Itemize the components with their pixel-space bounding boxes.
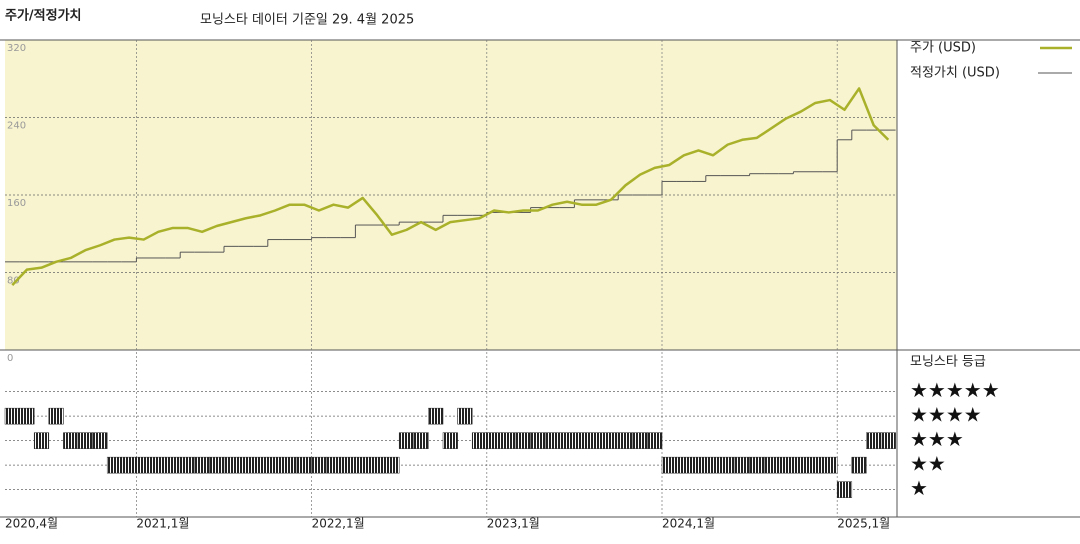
rating-bar <box>369 456 385 474</box>
x-tick-label: 2021,1월 <box>136 517 189 531</box>
rating-bar <box>92 432 108 449</box>
rating-label: ★★★★ <box>910 403 982 427</box>
x-tick-label: 2025,1월 <box>837 517 890 531</box>
rating-bar <box>209 456 225 474</box>
rating-bar <box>252 456 269 474</box>
rating-bar <box>690 456 707 474</box>
rating-bar <box>311 456 327 474</box>
rating-bar <box>720 456 736 474</box>
rating-bar <box>617 432 634 449</box>
rating-bar <box>574 432 590 449</box>
rating-bar <box>325 456 342 474</box>
rating-bar <box>33 432 50 449</box>
rating-bar <box>705 456 721 474</box>
rating-bar <box>136 456 152 474</box>
rating-bar <box>48 407 64 425</box>
rating-bar <box>486 432 502 449</box>
rating-bar <box>793 456 809 474</box>
y-tick-label: 0 <box>7 353 13 364</box>
rating-bar <box>807 456 823 474</box>
rating-bar <box>398 432 415 449</box>
rating-bar <box>413 432 429 449</box>
y-tick-label: 320 <box>7 43 26 54</box>
rating-bar <box>106 456 123 474</box>
rating-bar <box>851 456 867 474</box>
legend-label: 적정가치 (USD) <box>910 66 1000 81</box>
rating-bar <box>19 407 35 425</box>
rating-bar <box>676 456 692 474</box>
rating-bar <box>530 432 546 449</box>
rating-bar <box>515 432 531 449</box>
rating-bar <box>428 407 444 425</box>
rating-bar <box>179 456 196 474</box>
rating-bar <box>588 432 604 449</box>
rating-bar <box>632 432 648 449</box>
rating-bar <box>603 432 619 449</box>
rating-bar <box>296 456 312 474</box>
y-tick-label: 80 <box>7 276 20 287</box>
x-tick-label: 2023,1월 <box>487 517 540 531</box>
rating-label: ★★ <box>910 452 946 476</box>
rating-bar <box>165 456 181 474</box>
rating-label: ★ <box>910 476 928 500</box>
legend-label: 주가 (USD) <box>910 41 976 56</box>
rating-bar <box>559 432 575 449</box>
rating-bar <box>734 456 750 474</box>
price-line <box>11 87 890 286</box>
rating-bar <box>661 456 677 474</box>
rating-bar <box>267 456 283 474</box>
chart-subtitle: 모닝스타 데이터 기준일 29. 4월 2025 <box>200 13 414 28</box>
rating-bar <box>778 456 794 474</box>
rating-bar <box>749 456 765 474</box>
x-tick-label: 2022,1월 <box>312 517 365 531</box>
y-tick-label: 240 <box>7 121 26 132</box>
rating-bar <box>647 432 663 449</box>
rating-bar <box>282 456 298 474</box>
rating-bar <box>457 407 473 425</box>
rating-bar <box>836 481 853 498</box>
rating-bar <box>340 456 356 474</box>
rating-bar <box>77 432 93 449</box>
rating-bar <box>238 456 254 474</box>
rating-label: ★★★★★ <box>910 378 1000 402</box>
rating-label: ★★★ <box>910 427 964 451</box>
rating-bar <box>471 432 488 449</box>
rating-bar <box>150 456 166 474</box>
rating-bar <box>223 456 239 474</box>
rating-bar <box>194 456 210 474</box>
rating-bar <box>763 456 780 474</box>
chart-title: 주가/적정가치 <box>5 8 82 24</box>
y-tick-label: 160 <box>7 198 26 209</box>
x-tick-label: 2024,1월 <box>662 517 715 531</box>
x-tick-label: 2020,4월 <box>5 517 58 531</box>
rating-bar <box>822 456 838 474</box>
rating-bar <box>355 456 371 474</box>
rating-bar <box>384 456 400 474</box>
rating-bar <box>866 432 882 449</box>
rating-bar <box>121 456 137 474</box>
rating-bar <box>442 432 458 449</box>
rating-bar <box>4 407 20 425</box>
rating-bar <box>880 432 896 449</box>
rating-bar <box>501 432 517 449</box>
rating-bar <box>544 432 561 449</box>
rating-title: 모닝스타 등급 <box>910 355 986 370</box>
rating-bar <box>63 432 79 449</box>
